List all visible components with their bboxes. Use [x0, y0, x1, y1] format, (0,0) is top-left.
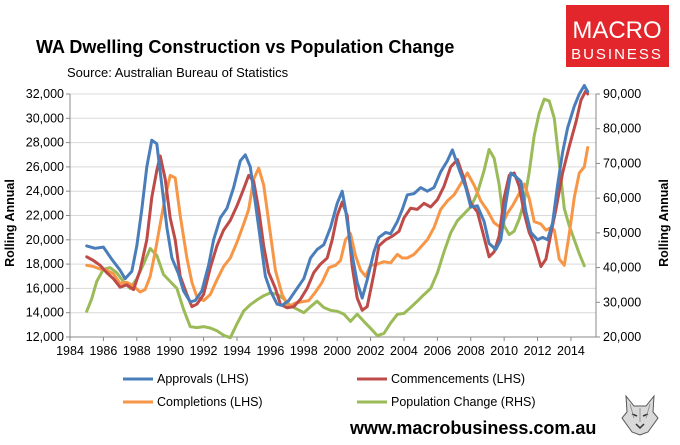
- legend-item-population-change: Population Change (RHS): [357, 395, 536, 409]
- series-line-population-change: [85, 97, 586, 340]
- legend-label: Approvals (LHS): [157, 372, 249, 386]
- y-axis-left-title: Rolling Annual: [3, 179, 17, 267]
- x-tick-label: 2014: [557, 344, 585, 358]
- x-tick-label: 2002: [357, 344, 385, 358]
- legend: Approvals (LHS) Commencements (LHS) Comple…: [123, 372, 536, 409]
- legend-label: Completions (LHS): [157, 395, 263, 409]
- legend-item-commencements: Commencements (LHS): [357, 372, 525, 386]
- x-tick-label: 1994: [223, 344, 251, 358]
- macrobusiness-logo: MACRO BUSINESS: [566, 5, 669, 67]
- x-tick-label: 2008: [457, 344, 485, 358]
- x-tick-label: 1998: [290, 344, 318, 358]
- series-lines: [85, 84, 590, 340]
- x-tick-label: 2012: [524, 344, 552, 358]
- series-line-approvals: [85, 84, 590, 307]
- logo-line-macro: MACRO: [572, 17, 661, 44]
- legend-item-approvals: Approvals (LHS): [123, 372, 249, 386]
- y-left-tick-label: 14,000: [26, 306, 64, 320]
- y-left-tick-label: 32,000: [26, 87, 64, 101]
- tick-labels: 12,000 14,000 16,000 18,000 20,000 22,000 24,0…: [26, 87, 642, 358]
- y-right-tick-label: 20,000: [603, 330, 641, 344]
- x-tick-label: 2010: [490, 344, 518, 358]
- y-left-tick-label: 20,000: [26, 233, 64, 247]
- y-right-tick-label: 30,000: [603, 295, 641, 309]
- y-right-tick-label: 40,000: [603, 261, 641, 275]
- y-left-tick-label: 30,000: [26, 111, 64, 125]
- y-left-tick-label: 28,000: [26, 136, 64, 150]
- x-tick-label: 1992: [190, 344, 218, 358]
- y-left-tick-label: 16,000: [26, 281, 64, 295]
- logo-background: [566, 5, 669, 67]
- y-left-tick-label: 24,000: [26, 184, 64, 198]
- x-tick-label: 2004: [390, 344, 418, 358]
- footer-url: www.macrobusiness.com.au: [349, 418, 596, 438]
- y-right-tick-label: 80,000: [603, 122, 641, 136]
- axes: [66, 93, 600, 341]
- y-left-tick-label: 26,000: [26, 160, 64, 174]
- x-tick-label: 2000: [323, 344, 351, 358]
- x-tick-label: 1996: [256, 344, 284, 358]
- x-tick-label: 1988: [123, 344, 151, 358]
- legend-label: Population Change (RHS): [391, 395, 536, 409]
- legend-label: Commencements (LHS): [391, 372, 525, 386]
- x-tick-label: 1986: [89, 344, 117, 358]
- legend-item-completions: Completions (LHS): [123, 395, 263, 409]
- logo-line-business: BUSINESS: [571, 46, 663, 63]
- x-tick-label: 1990: [156, 344, 184, 358]
- wolf-head-icon: [620, 392, 660, 436]
- y-axis-right-title: Rolling Annual: [657, 179, 671, 267]
- x-tick-label: 1984: [56, 344, 84, 358]
- y-left-tick-label: 12,000: [26, 330, 64, 344]
- chart-source: Source: Australian Bureau of Statistics: [67, 65, 289, 80]
- y-left-tick-label: 22,000: [26, 209, 64, 223]
- y-right-tick-label: 60,000: [603, 191, 641, 205]
- chart-title: WA Dwelling Construction vs Population C…: [36, 37, 454, 57]
- y-right-tick-label: 90,000: [603, 87, 641, 101]
- x-tick-label: 2006: [423, 344, 451, 358]
- y-right-tick-label: 70,000: [603, 156, 641, 170]
- y-left-tick-label: 18,000: [26, 257, 64, 271]
- y-right-tick-label: 50,000: [603, 226, 641, 240]
- series-line-completions: [85, 146, 590, 309]
